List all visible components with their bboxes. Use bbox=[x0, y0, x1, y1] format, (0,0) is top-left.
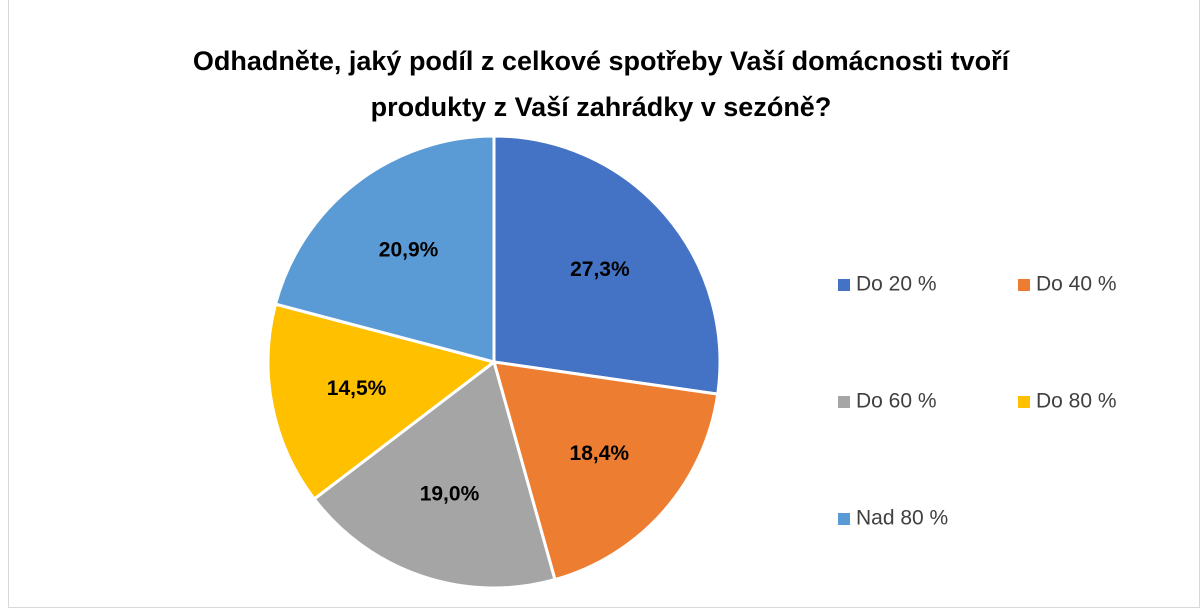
data-label: 27,3% bbox=[570, 258, 630, 281]
pie-slice bbox=[492, 134, 722, 396]
legend-swatch bbox=[838, 513, 850, 525]
chart-frame bbox=[8, 0, 1200, 608]
legend-swatch bbox=[838, 279, 850, 291]
legend-swatch bbox=[838, 396, 850, 408]
legend-label: Do 80 % bbox=[1036, 390, 1117, 413]
legend-label: Nad 80 % bbox=[856, 507, 948, 530]
data-label: 14,5% bbox=[327, 377, 387, 400]
legend-label: Do 60 % bbox=[856, 390, 937, 413]
legend-swatch bbox=[1018, 279, 1030, 291]
data-label: 19,0% bbox=[420, 482, 480, 505]
legend-label: Do 20 % bbox=[856, 273, 937, 296]
data-label: 20,9% bbox=[379, 239, 439, 262]
legend-label: Do 40 % bbox=[1036, 273, 1117, 296]
pie-slice bbox=[312, 359, 557, 590]
pie-slice bbox=[273, 134, 496, 364]
legend-swatch bbox=[1018, 396, 1030, 408]
pie-slice bbox=[266, 302, 498, 502]
pie-slice bbox=[491, 360, 720, 582]
chart-title: Odhadněte, jaký podíl z celkové spotřeby… bbox=[192, 46, 1010, 122]
data-label: 18,4% bbox=[570, 442, 630, 465]
